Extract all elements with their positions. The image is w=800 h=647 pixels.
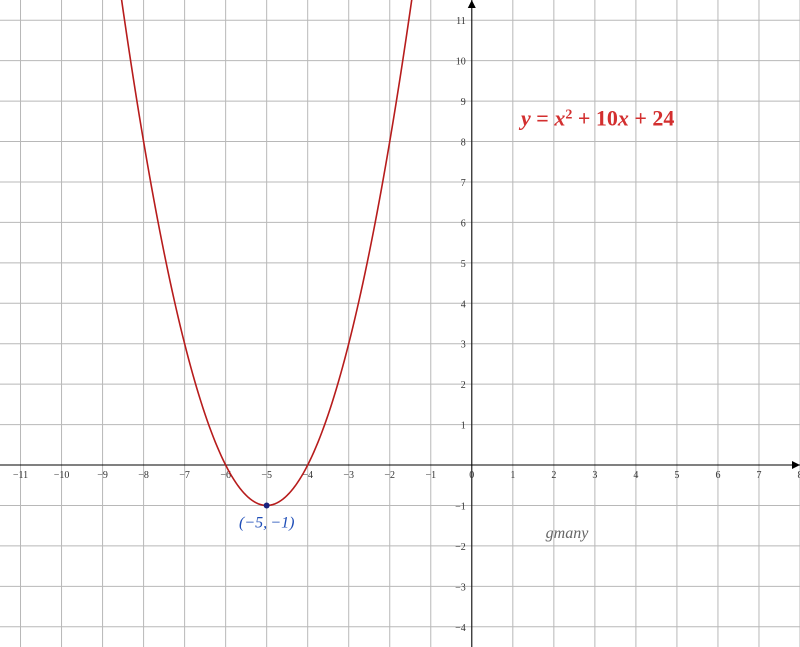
x-tick-label: −2 [384,470,395,481]
x-tick-label: −11 [13,470,28,481]
y-tick-label: 7 [461,178,466,189]
y-tick-label: 6 [461,218,466,229]
y-tick-label: 9 [461,97,466,108]
equation-label: y = x2 + 10x + 24 [518,105,674,130]
x-tick-label: 7 [756,470,761,481]
x-tick-label: −8 [138,470,149,481]
x-tick-label: 5 [674,470,679,481]
watermark-label: gmany [546,525,590,542]
y-tick-label: 8 [461,138,466,149]
y-tick-label: 4 [461,299,466,310]
y-tick-label: 5 [461,259,466,270]
y-tick-label: −3 [455,582,466,593]
vertex-label: (−5, −1) [239,514,294,531]
x-tick-label: 6 [715,470,720,481]
x-tick-label: 2 [551,470,556,481]
x-tick-label: −5 [261,470,272,481]
y-tick-label: 11 [456,16,466,27]
y-tick-label: 3 [461,340,466,351]
parabola-chart: −11−10−9−8−7−6−5−4−3−2−1012345678−4−3−2−… [0,0,800,647]
y-tick-label: 10 [456,57,466,68]
y-tick-label: −4 [455,623,466,634]
y-tick-label: −1 [455,501,466,512]
y-tick-label: 2 [461,380,466,391]
x-tick-label: 4 [633,470,638,481]
x-tick-label: −7 [179,470,190,481]
x-tick-label: −10 [54,470,70,481]
y-tick-label: −2 [455,542,466,553]
x-tick-label: 3 [592,470,597,481]
vertex-point [264,502,270,508]
chart-svg: −11−10−9−8−7−6−5−4−3−2−1012345678−4−3−2−… [0,0,800,647]
x-tick-label: −1 [425,470,436,481]
x-tick-label: −9 [97,470,108,481]
y-tick-label: 1 [461,421,466,432]
x-tick-label: 1 [510,470,515,481]
x-tick-label: 0 [469,470,474,481]
x-tick-label: −3 [343,470,354,481]
